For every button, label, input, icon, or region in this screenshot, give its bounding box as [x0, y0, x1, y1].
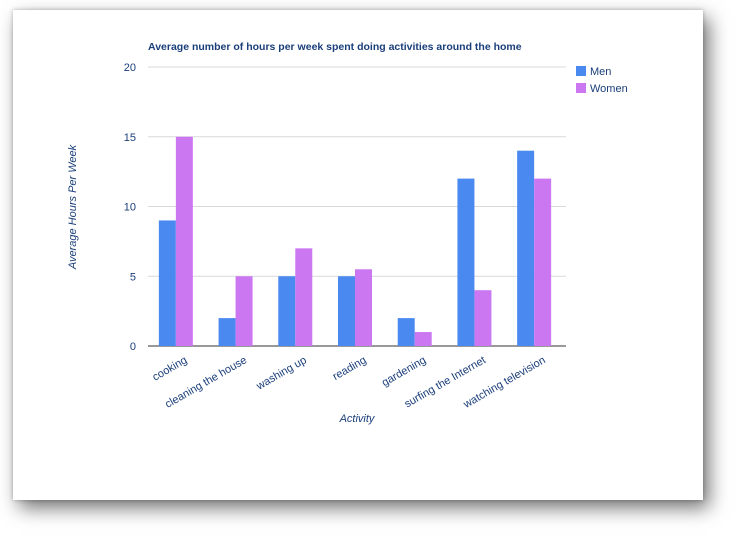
y-tick-label: 10 — [124, 202, 136, 214]
bar-men[interactable] — [158, 220, 176, 346]
legend[interactable]: Men Women — [576, 66, 628, 95]
bar-men[interactable] — [338, 276, 355, 346]
y-tick-label: 20 — [124, 62, 136, 74]
bar-women[interactable] — [474, 290, 492, 346]
y-axis-label: Average Hours Per Week — [67, 144, 79, 270]
bar-men[interactable] — [397, 318, 415, 346]
bar-women[interactable] — [175, 136, 193, 346]
bar-men[interactable] — [278, 276, 296, 346]
bar-men[interactable] — [517, 150, 535, 346]
x-tick-label: reading — [331, 354, 369, 383]
legend-label-men: Men — [590, 66, 611, 78]
legend-label-women: Women — [590, 83, 628, 95]
y-tick-labels: 0 5 10 15 20 — [124, 62, 136, 353]
y-tick-label: 0 — [130, 341, 136, 353]
bar-men[interactable] — [457, 178, 475, 346]
bar-men[interactable] — [218, 318, 236, 346]
bars — [158, 136, 552, 346]
y-tick-label: 15 — [124, 132, 136, 144]
y-tick-label: 5 — [130, 271, 136, 283]
x-axis-label: Activity — [339, 413, 376, 425]
x-tick-label: washing up — [254, 354, 309, 393]
bar-women[interactable] — [355, 269, 372, 346]
x-tick-label: gardening — [380, 354, 428, 389]
legend-swatch-men — [576, 66, 586, 76]
bar-women[interactable] — [235, 276, 253, 346]
bar-women[interactable] — [295, 248, 313, 346]
chart-card — [13, 10, 703, 500]
legend-swatch-women — [576, 83, 586, 93]
bar-women[interactable] — [414, 332, 432, 346]
x-tick-label: cooking — [151, 354, 190, 383]
bar-women[interactable] — [534, 178, 552, 346]
chart-title: Average number of hours per week spent d… — [148, 41, 522, 53]
